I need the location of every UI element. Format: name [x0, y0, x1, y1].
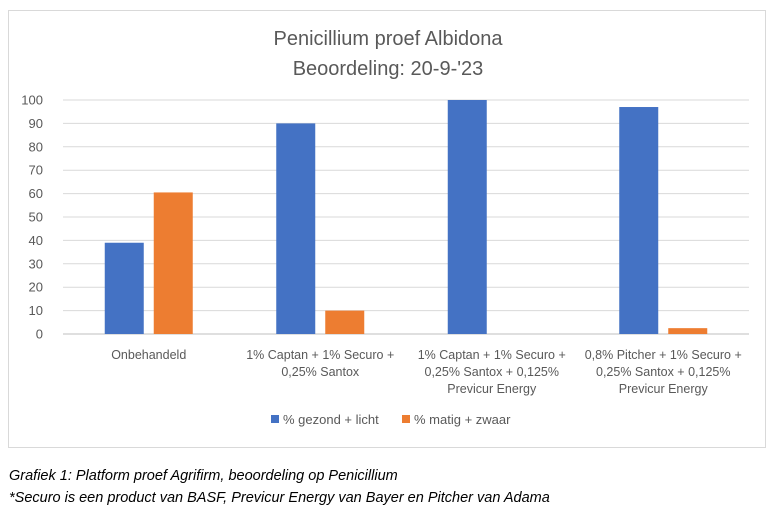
bar-series1-cat4 — [619, 107, 659, 335]
bar-series1-cat3 — [447, 100, 487, 334]
bar-series2-cat1 — [153, 192, 193, 334]
y-tick-label-100: 100 — [21, 93, 43, 108]
bar-chart: Penicillium proef Albidona Beoordeling: 2… — [21, 28, 749, 427]
chart-frame: Penicillium proef Albidona Beoordeling: 2… — [8, 10, 766, 448]
x-category-label-2-line-2: 0,25% Santox — [281, 365, 360, 379]
x-category-label-1-line-1: Onbehandeld — [111, 348, 186, 362]
chart-title-line-2: Beoordeling: 20-9-'23 — [293, 58, 484, 80]
y-tick-label-50: 50 — [29, 210, 43, 225]
caption-line-2: *Securo is een product van BASF, Previcu… — [9, 490, 550, 506]
y-tick-label-40: 40 — [29, 233, 43, 248]
legend-swatch-1 — [271, 415, 279, 423]
bar-series2-cat2 — [325, 310, 365, 334]
y-tick-label-30: 30 — [29, 256, 43, 271]
y-tick-label-60: 60 — [29, 186, 43, 201]
y-tick-label-90: 90 — [29, 116, 43, 131]
x-category-label-4-line-2: 0,25% Santox + 0,125% — [596, 365, 730, 379]
y-tick-label-80: 80 — [29, 139, 43, 154]
caption-line-1: Grafiek 1: Platform proef Agrifirm, beoo… — [9, 468, 398, 484]
legend-label-1: % gezond + licht — [283, 412, 379, 427]
x-category-label-3-line-3: Previcur Energy — [447, 382, 537, 396]
bar-series1-cat2 — [276, 123, 316, 335]
y-tick-label-0: 0 — [36, 327, 43, 342]
y-tick-label-70: 70 — [29, 163, 43, 178]
legend-label-2: % matig + zwaar — [414, 412, 511, 427]
bar-series2-cat4 — [668, 328, 708, 334]
chart-title-line-1: Penicillium proef Albidona — [273, 28, 503, 50]
y-tick-label-20: 20 — [29, 280, 43, 295]
bar-series1-cat1 — [104, 242, 144, 334]
x-category-label-3-line-2: 0,25% Santox + 0,125% — [425, 365, 559, 379]
chart-caption: Grafiek 1: Platform proef Agrifirm, beoo… — [9, 465, 769, 509]
x-category-label-4-line-1: 0,8% Pitcher + 1% Securo + — [585, 348, 742, 362]
x-category-label-4-line-3: Previcur Energy — [619, 382, 709, 396]
y-tick-label-10: 10 — [29, 303, 43, 318]
x-category-label-3-line-1: 1% Captan + 1% Securo + — [418, 348, 566, 362]
x-category-label-2-line-1: 1% Captan + 1% Securo + — [246, 348, 394, 362]
legend-swatch-2 — [402, 415, 410, 423]
